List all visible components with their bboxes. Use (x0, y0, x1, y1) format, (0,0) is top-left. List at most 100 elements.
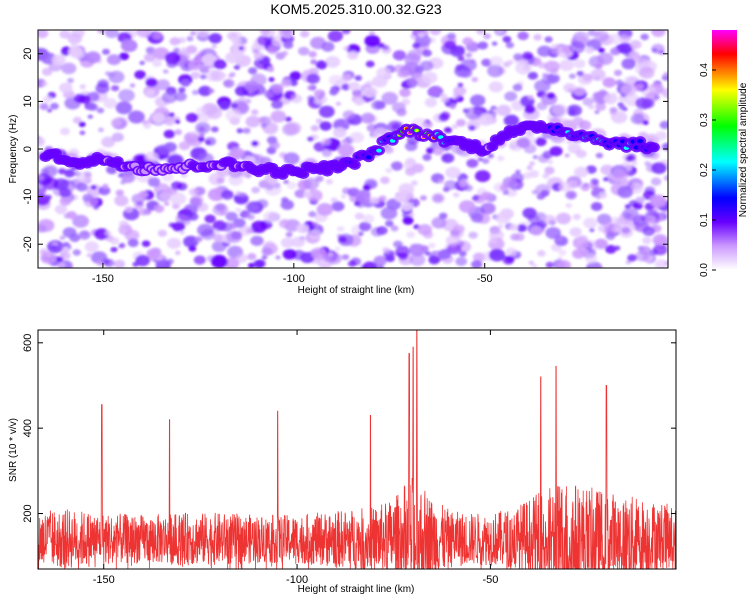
heatmap-noise-blob (211, 44, 217, 49)
heatmap-noise-blob (392, 50, 407, 61)
heatmap-noise-blob (172, 221, 186, 232)
heatmap-noise-blob (247, 253, 257, 261)
heatmap-noise-blob (186, 36, 194, 42)
heatmap-noise-blob (147, 177, 161, 187)
heatmap-noise-blob (223, 79, 235, 88)
heatmap-noise-blob (565, 190, 577, 200)
heatmap-noise-blob (58, 168, 66, 175)
heatmap-noise-blob (143, 122, 152, 129)
heatmap-noise-blob (152, 59, 163, 67)
heatmap-noise-blob (310, 247, 327, 260)
heatmap-noise-blob (311, 221, 319, 227)
heatmap-noise-blob (367, 181, 377, 189)
ridge-peak (415, 129, 419, 132)
heatmap-noise-blob (198, 85, 212, 97)
heatmap-noise-blob (476, 30, 485, 35)
colorbar-label: Normalized spectral amplitude (738, 82, 749, 217)
heatmap-noise-blob (649, 194, 667, 208)
heatmap-noise-blob (572, 248, 585, 259)
heatmap-noise-blob (401, 98, 411, 106)
heatmap-noise-blob (245, 115, 261, 128)
heatmap-noise-blob (71, 30, 85, 38)
heatmap-noise-blob (590, 68, 606, 81)
heatmap-noise-blob (407, 49, 422, 61)
heatmap-noise-blob (333, 127, 347, 138)
heatmap-noise-blob (557, 260, 571, 268)
heatmap-noise-blob (216, 177, 225, 184)
heatmap-noise-blob (505, 247, 517, 257)
heatmap-noise-blob (251, 140, 259, 147)
heatmap-noise-blob (642, 226, 655, 237)
colorbar-tick-label: 0.4 (699, 63, 710, 77)
heatmap-noise-blob (231, 36, 241, 45)
heatmap-noise-blob (411, 163, 424, 173)
heatmap-noise-blob (491, 41, 498, 46)
heatmap-noise-blob (385, 254, 395, 263)
heatmap-noise-blob (516, 224, 528, 233)
ridge-core (365, 155, 372, 160)
heatmap-noise-blob (654, 259, 668, 268)
heatmap-noise-blob (308, 51, 317, 58)
heatmap-noise-blob (178, 87, 186, 93)
heatmap-noise-blob (183, 204, 198, 216)
heatmap-noise-blob (623, 30, 632, 37)
heatmap-noise-blob (638, 66, 655, 79)
heatmap-noise-blob (477, 113, 494, 126)
heatmap-noise-blob (127, 238, 139, 248)
heatmap-noise-blob (286, 181, 297, 190)
heatmap-noise-blob (617, 185, 634, 199)
heatmap-noise-blob (219, 72, 227, 79)
heatmap-noise-blob (180, 47, 188, 53)
heatmap-noise-blob (595, 195, 602, 200)
heatmap-noise-blob (605, 244, 617, 254)
snr-series-line (38, 330, 676, 569)
heatmap-noise-blob (594, 110, 600, 115)
heatmap-noise-blob (201, 53, 217, 66)
heatmap-noise-blob (62, 246, 70, 253)
heatmap-noise-blob (551, 104, 569, 117)
heatmap-noise-blob (465, 107, 482, 120)
heatmap-noise-blob (445, 166, 461, 179)
heatmap-noise-blob (327, 30, 343, 42)
heatmap-noise-blob (190, 30, 197, 36)
snr-ticks: -150 -100 -50 200 400 600 (22, 330, 676, 586)
y-tick-label: -20 (22, 236, 34, 252)
heatmap-noise-blob (261, 255, 268, 260)
heatmap-noise-blob (289, 71, 302, 81)
heatmap-noise-blob (496, 104, 511, 116)
heatmap-noise-blob (200, 74, 207, 80)
heatmap-noise-blob (583, 217, 598, 229)
heatmap-noise-blob (651, 48, 658, 53)
heatmap-noise-blob (307, 136, 314, 142)
heatmap-noise-blob (281, 30, 292, 36)
heatmap-noise-blob (369, 31, 375, 36)
heatmap-noise-blob (640, 33, 649, 41)
heatmap-noise-blob (271, 100, 283, 109)
heatmap-noise-blob (650, 177, 662, 186)
heatmap-noise-blob (196, 106, 209, 117)
heatmap-noise-blob (282, 249, 297, 260)
heatmap-noise-blob (238, 46, 244, 51)
heatmap-noise-blob (377, 264, 385, 268)
heatmap-noise-blob (481, 58, 492, 67)
heatmap-noise-blob (613, 69, 623, 77)
heatmap-noise-blob (414, 65, 424, 73)
heatmap-noise-blob (247, 214, 255, 221)
heatmap-noise-blob (306, 73, 321, 84)
heatmap-noise-blob (229, 222, 238, 230)
heatmap-noise-blob (110, 246, 118, 253)
heatmap-noise-blob (556, 212, 571, 225)
y-tick-label: -10 (22, 189, 34, 205)
heatmap-noise-blob (338, 236, 348, 243)
heatmap-noise-blob (380, 176, 390, 184)
heatmap-noise-blob (64, 169, 75, 178)
heatmap-noise-blob (145, 77, 158, 87)
snr-xlabel: Height of straight line (km) (298, 584, 415, 595)
heatmap-noise-blob (283, 179, 290, 185)
heatmap-noise-blob (603, 177, 609, 182)
heatmap-noise-blob (193, 255, 206, 265)
heatmap-noise-blob (631, 160, 638, 166)
heatmap-noise-blob (175, 250, 181, 255)
heatmap-noise-blob (219, 101, 231, 111)
heatmap-noise-blob (45, 195, 52, 200)
